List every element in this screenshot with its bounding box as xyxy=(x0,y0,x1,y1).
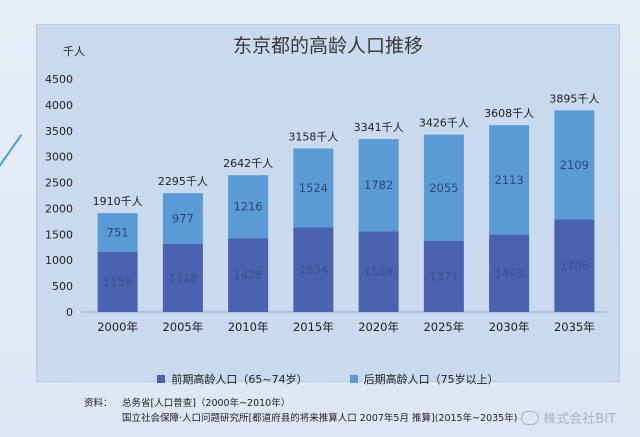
bar-segment-early-elderly xyxy=(293,227,334,312)
total-label: 3895千人 xyxy=(549,92,599,105)
y-tick-label: 4000 xyxy=(45,99,73,112)
wechat-icon xyxy=(521,410,540,425)
source-label: 资料： xyxy=(84,398,113,409)
bar-segment-late-elderly xyxy=(554,110,595,220)
chart-panel: 东京都的高龄人口推移 千人 0 500 1000 1500 2000 2500 3000 35… xyxy=(36,24,620,386)
data-label: 2055 xyxy=(429,181,458,195)
watermark: 株式会社BIT xyxy=(521,408,616,427)
x-tick-label: 2025年 xyxy=(423,320,464,334)
bar-segment-late-elderly xyxy=(162,193,203,244)
y-tick-label: 1000 xyxy=(45,254,73,267)
data-label: 1426 xyxy=(233,268,262,282)
y-tick-label: 2000 xyxy=(45,202,73,215)
bar-segment-early-elderly xyxy=(489,234,530,312)
decorative-line xyxy=(0,134,23,168)
data-label: 1495 xyxy=(494,266,523,280)
x-tick-label: 2010年 xyxy=(228,320,269,334)
legend: 前期高龄人口（65~74岁） 后期高龄人口（75岁以上） xyxy=(37,371,619,387)
data-label: 1559 xyxy=(364,265,393,279)
data-label: 1634 xyxy=(299,263,328,277)
chart-title: 东京都的高龄人口推移 xyxy=(232,35,423,57)
x-tick-label: 2015年 xyxy=(293,320,334,334)
legend-swatch-late-elderly xyxy=(349,375,358,383)
x-tick-label: 2005年 xyxy=(162,320,203,334)
x-tick-label: 2020年 xyxy=(358,320,399,334)
bar-segment-late-elderly xyxy=(293,148,334,228)
source-line-2: 国立社会保障·人口问题研究所[都道府县的将来推算人口 2007年5月 推算](2… xyxy=(122,413,518,424)
legend-item-late-elderly: 后期高龄人口（75岁以上） xyxy=(349,371,499,387)
bar-segment-late-elderly xyxy=(489,125,530,235)
stacked-bar-chart: 0 500 1000 1500 2000 2500 3000 3500 4000 4500 1159… xyxy=(45,73,607,334)
y-tick-label: 3000 xyxy=(45,151,73,164)
x-tick-label: 2030年 xyxy=(489,320,530,334)
data-label: 1524 xyxy=(299,181,328,195)
total-label: 1910千人 xyxy=(93,195,143,208)
source-line-1: 总务省[人口普查]（2000年~2010年） xyxy=(122,398,291,409)
data-label: 1371 xyxy=(429,270,458,284)
bar-segment-early-elderly xyxy=(162,243,203,312)
x-tick-label: 2035年 xyxy=(554,320,595,334)
source-note: 资料： 总务省[人口普查]（2000年~2010年） 国立社会保障·人口问题研究… xyxy=(84,396,517,426)
total-label: 2642千人 xyxy=(223,157,273,170)
total-label: 3158千人 xyxy=(288,130,338,143)
x-tick-label: 2000年 xyxy=(97,320,138,334)
y-tick-label: 0 xyxy=(66,306,73,319)
y-tick-label: 1500 xyxy=(45,228,73,241)
data-label: 2109 xyxy=(560,158,589,172)
bar-segment-early-elderly xyxy=(554,219,595,312)
total-label: 3341千人 xyxy=(354,121,404,134)
data-label: 1159 xyxy=(103,275,132,289)
bar-segment-early-elderly xyxy=(228,238,269,312)
data-label: 1786 xyxy=(560,259,589,273)
y-tick-label: 2500 xyxy=(45,177,73,190)
legend-label-late-elderly: 后期高龄人口（75岁以上） xyxy=(363,373,499,386)
total-label: 2295千人 xyxy=(158,175,208,188)
data-label: 751 xyxy=(107,226,129,240)
bar-segment-late-elderly xyxy=(423,134,464,242)
legend-label-early-elderly: 前期高龄人口（65~74岁） xyxy=(171,373,308,386)
watermark-text: 株式会社BIT xyxy=(543,412,616,427)
bar-segment-late-elderly xyxy=(358,139,399,232)
data-label: 977 xyxy=(172,211,194,225)
bar-segment-late-elderly xyxy=(97,213,138,252)
bar-segment-late-elderly xyxy=(228,175,269,239)
y-axis-unit-label: 千人 xyxy=(63,45,85,58)
total-label: 3426千人 xyxy=(419,117,469,130)
data-label: 1782 xyxy=(364,178,393,192)
y-tick-label: 500 xyxy=(52,280,73,293)
total-label: 3608千人 xyxy=(484,107,534,120)
y-tick-label: 3500 xyxy=(45,125,73,138)
data-label: 2113 xyxy=(494,173,523,187)
legend-item-early-elderly: 前期高龄人口（65~74岁） xyxy=(157,371,308,387)
data-label: 1216 xyxy=(233,200,262,214)
bar-segment-early-elderly xyxy=(423,241,464,312)
bar-segment-early-elderly xyxy=(97,251,138,312)
legend-swatch-early-elderly xyxy=(157,375,166,383)
y-tick-label: 4500 xyxy=(45,73,73,86)
bar-segment-early-elderly xyxy=(358,231,399,312)
data-label: 1318 xyxy=(168,271,197,285)
